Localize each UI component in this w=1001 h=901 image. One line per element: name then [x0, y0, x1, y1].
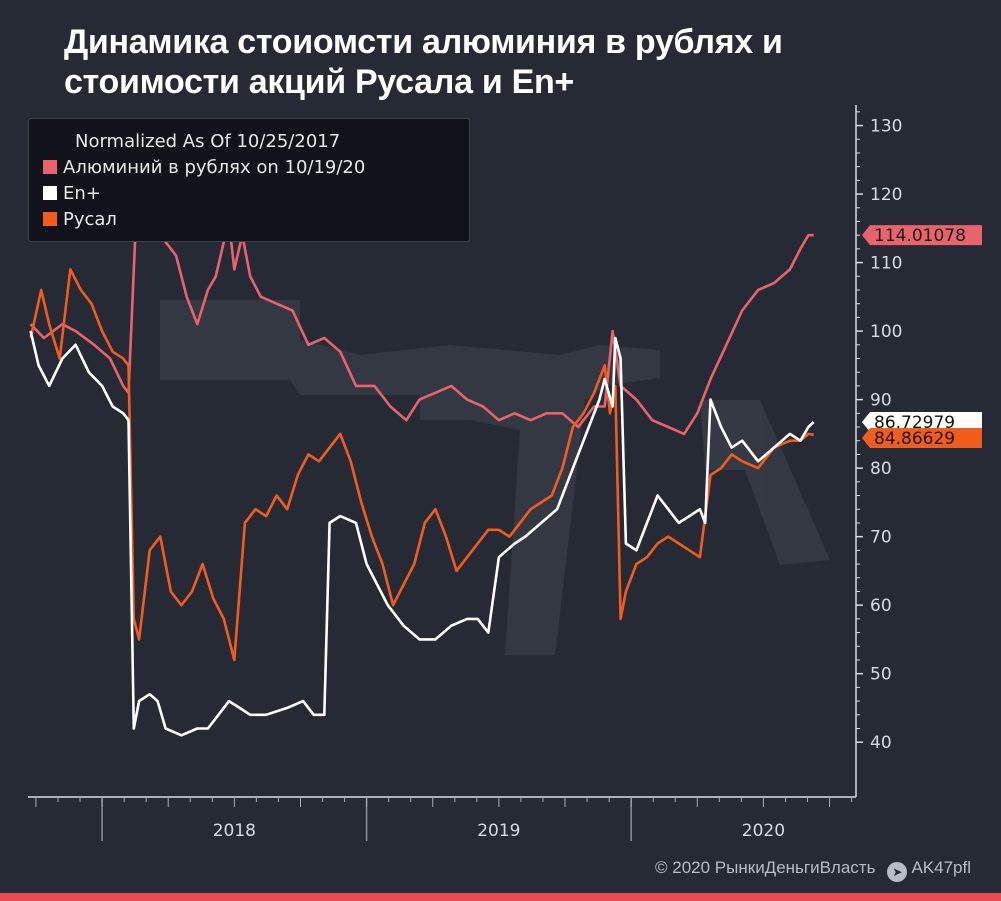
legend-label-aluminium: Алюминий в рублях on 10/19/20 [63, 157, 366, 178]
series-line-1 [29, 330, 815, 737]
legend-label-rusal: Русал [63, 209, 117, 230]
legend-label-enplus: En+ [63, 183, 101, 204]
legend-swatch-rusal [43, 212, 57, 226]
y-tick-label: 110 [870, 254, 902, 274]
y-tick-label: 120 [870, 185, 902, 205]
axes: 40 50 60 70 80 90 100 110 120 130 2018 2019 2020 [28, 105, 902, 841]
legend-item-enplus: En+ [43, 183, 101, 204]
end-label-bg-0 [862, 225, 982, 246]
chart-title: Динамика стоиомсти алюминия в рублях и с… [64, 23, 783, 101]
legend-swatch-enplus [43, 186, 57, 200]
y-tick-label: 50 [870, 665, 892, 685]
y-tick-label: 60 [870, 596, 892, 616]
x-tick-label: 2019 [477, 821, 520, 841]
end-label-bg-1 [862, 412, 982, 433]
series-line-2 [29, 268, 814, 662]
legend-item-aluminium: Алюминий в рублях on 10/19/20 [43, 157, 365, 178]
y-tick-label: 100 [870, 322, 902, 342]
x-tick-label: 2020 [742, 821, 785, 841]
y-tick-label: 130 [870, 117, 902, 137]
legend-item-rusal: Русал [43, 209, 117, 230]
legend-swatch-aluminium [43, 160, 57, 174]
end-label-text-0: 114.01078 [874, 226, 966, 246]
y-tick-label: 80 [870, 459, 892, 479]
y-tick-label: 40 [870, 733, 892, 753]
end-label-text-2: 84.86629 [874, 429, 955, 449]
credits: © 2020 РынкиДеньгиВласть ➤ AK47pfl [655, 858, 971, 882]
y-tick-label: 70 [870, 528, 892, 548]
watermark-ak47 [160, 300, 830, 655]
end-label-bg-2 [862, 428, 982, 449]
y-tick-label: 90 [870, 391, 892, 411]
copyright-text: © 2020 РынкиДеньгиВласть [655, 858, 876, 877]
series-layer [29, 185, 815, 737]
legend: Normalized As Of 10/25/2017 Алюминий в р… [28, 118, 470, 242]
telegram-handle: AK47pfl [911, 858, 971, 877]
x-tick-label: 2018 [213, 821, 256, 841]
legend-title: Normalized As Of 10/25/2017 [75, 131, 341, 152]
telegram-icon: ➤ [887, 862, 908, 882]
bottom-accent-bar [0, 893, 1001, 901]
